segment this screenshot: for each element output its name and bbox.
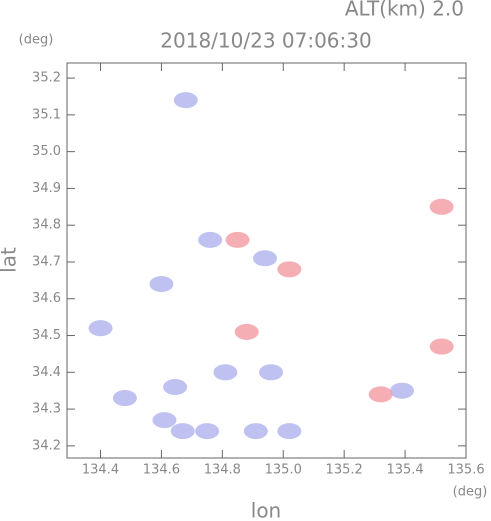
y-tick-label: 34.2 <box>32 438 61 453</box>
y-tick-label: 34.9 <box>32 181 61 196</box>
echo-cell <box>277 261 302 278</box>
echo-cell <box>163 379 188 396</box>
x-tick-label: 134.4 <box>82 463 119 478</box>
y-tick-label: 35.1 <box>32 107 61 122</box>
plot-frame <box>66 62 467 459</box>
echo-cell <box>149 276 174 293</box>
echo-cell <box>173 92 198 109</box>
echo-cell <box>259 364 284 381</box>
echo-cell <box>277 423 302 440</box>
chart-title: 2018/10/23 07:06:30 <box>160 29 371 53</box>
x-tick-label: 134.6 <box>143 463 180 478</box>
x-tick-label: 135.0 <box>265 463 302 478</box>
echo-cell <box>234 323 259 340</box>
y-unit: (deg) <box>19 33 54 48</box>
x-axis-label: lon <box>251 499 281 521</box>
echo-cell <box>243 423 268 440</box>
y-tick-label: 35.2 <box>32 71 61 86</box>
echo-cell <box>195 423 220 440</box>
echo-cell <box>368 386 393 403</box>
echo-cell <box>390 382 415 399</box>
altitude-header: ALT(km) 2.0 <box>345 0 464 21</box>
echo-cell <box>429 338 454 355</box>
echo-cell <box>152 412 177 429</box>
echo-cell <box>112 390 137 407</box>
echo-cell <box>88 320 113 337</box>
y-tick-label: 34.8 <box>32 218 61 233</box>
y-axis-label: lat <box>0 247 21 273</box>
y-tick-label: 34.5 <box>32 328 61 343</box>
echo-cell <box>429 198 454 215</box>
echo-cell <box>213 364 238 381</box>
x-tick-label: 134.8 <box>204 463 241 478</box>
y-tick-label: 34.6 <box>32 291 61 306</box>
x-tick-label: 135.6 <box>447 463 484 478</box>
x-tick-label: 135.4 <box>386 463 423 478</box>
echo-cell <box>225 231 250 248</box>
x-tick-label: 135.2 <box>326 463 363 478</box>
y-tick-label: 34.7 <box>32 254 61 269</box>
echo-cell <box>198 231 223 248</box>
echo-cell <box>252 250 277 267</box>
y-tick-label: 34.3 <box>32 402 61 417</box>
echo-cell <box>170 423 195 440</box>
x-unit: (deg) <box>453 485 488 500</box>
y-tick-label: 34.4 <box>32 365 61 380</box>
y-tick-label: 35.0 <box>32 144 61 159</box>
